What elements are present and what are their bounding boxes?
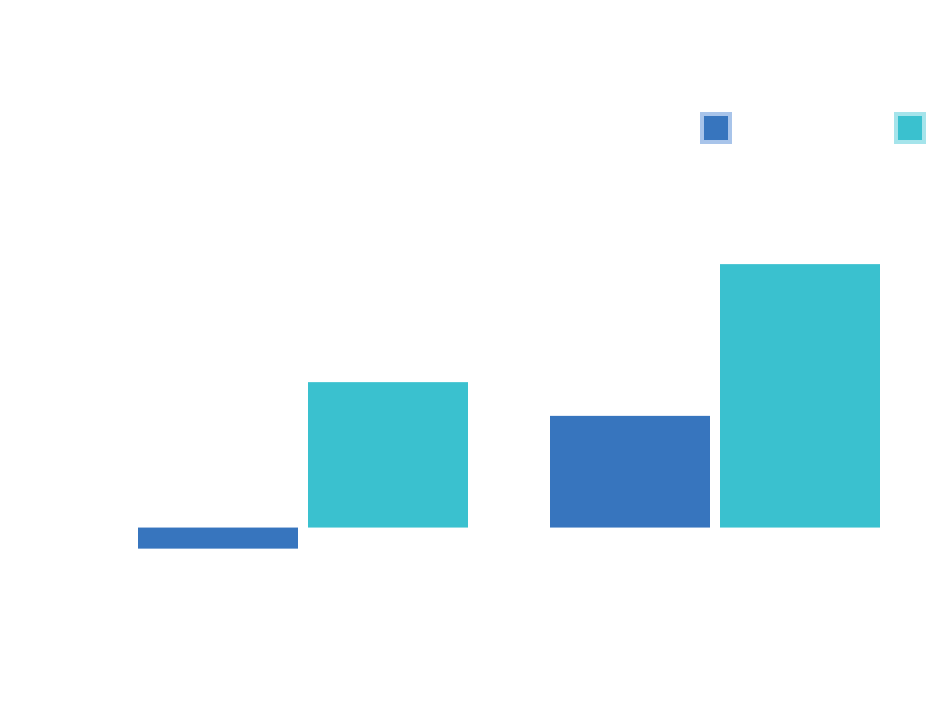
- legend-marker-series-2[interactable]: [898, 116, 922, 140]
- bar-series-1-category-2: [550, 415, 710, 528]
- bars-layer: [138, 264, 880, 549]
- legend: [700, 112, 926, 144]
- bar-series-2-category-2: [720, 264, 880, 528]
- bar-series-2-category-1: [308, 382, 468, 528]
- legend-marker-series-1[interactable]: [704, 116, 728, 140]
- bar-series-1-category-1: [138, 527, 298, 549]
